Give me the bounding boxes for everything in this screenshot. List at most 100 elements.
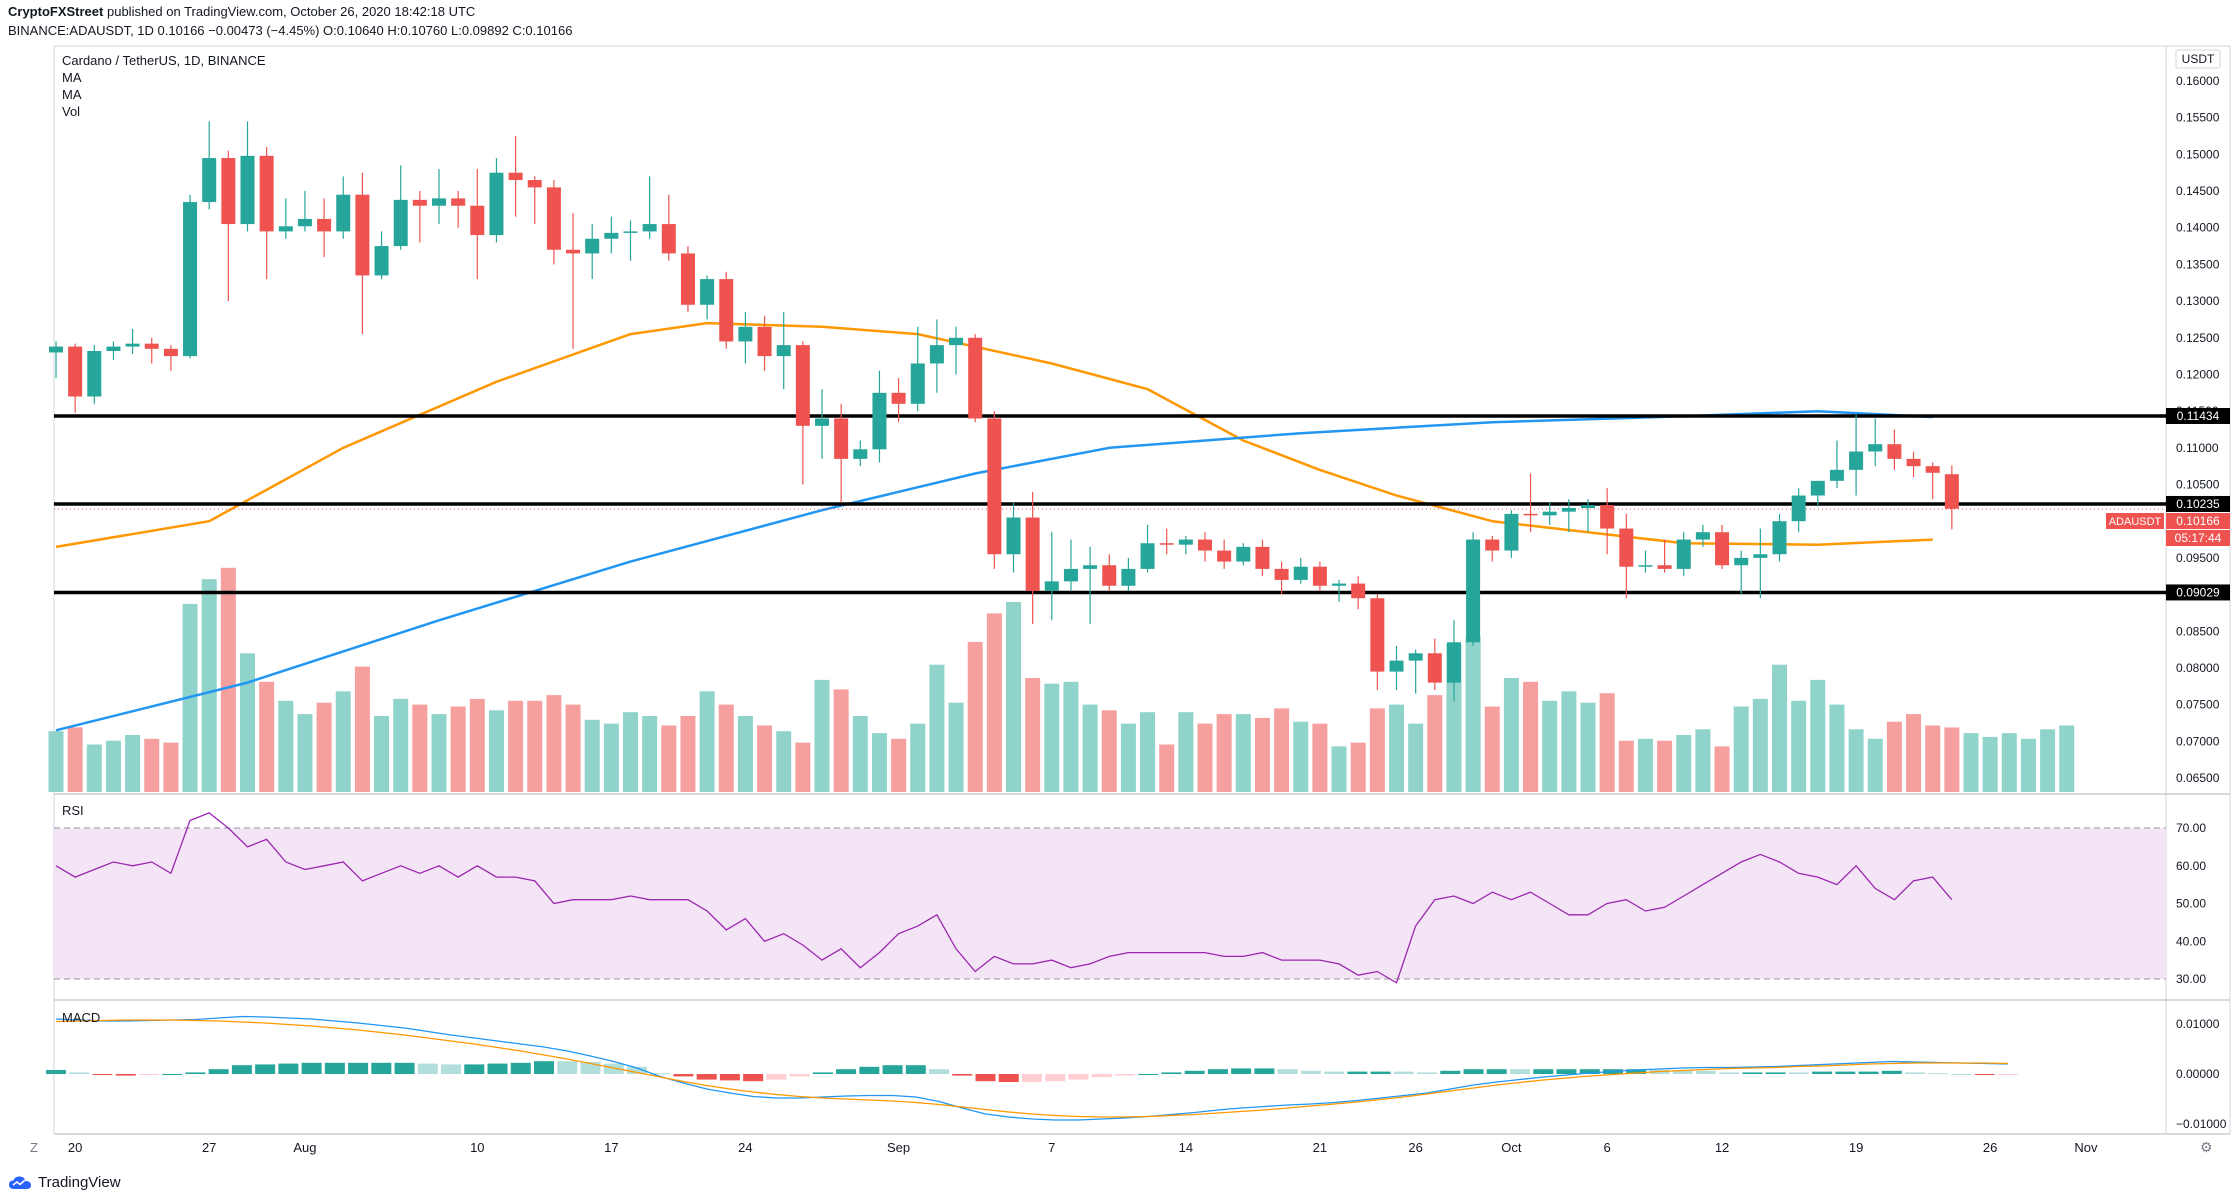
rsi-tick-label: 30.00 (2176, 972, 2206, 986)
macd-tick-label: −0.01000 (2176, 1117, 2227, 1131)
macd-tick-label: 0.01000 (2176, 1017, 2220, 1031)
volume-bar (1714, 746, 1730, 792)
candle-body (1255, 546, 1270, 569)
macd-histogram-bar (1440, 1070, 1461, 1074)
candle-body (1753, 554, 1768, 558)
macd-histogram-bar (557, 1061, 578, 1074)
volume-bar (431, 714, 447, 792)
currency-badge (2175, 49, 2221, 69)
horizontal-levels[interactable] (54, 414, 2166, 595)
candle-body (815, 418, 829, 426)
macd-histogram-bar (1022, 1074, 1042, 1082)
candle-body (1083, 565, 1098, 569)
time-tick-label: 24 (738, 1140, 752, 1155)
volume-legend: Vol (62, 104, 80, 119)
candle-body (125, 343, 140, 347)
time-tick-label: 10 (470, 1140, 484, 1155)
volume-bars (48, 567, 2075, 792)
candle-body (1389, 660, 1404, 672)
volume-bar (220, 567, 236, 792)
volume-bar (527, 700, 543, 792)
candles (49, 121, 1959, 701)
volume-bar (1886, 721, 1902, 792)
ma2-legend: MA (62, 87, 82, 102)
macd-histogram-bar (1881, 1070, 1902, 1074)
candle-body (183, 202, 198, 357)
level-badge (2166, 495, 2230, 512)
level-label: 0.11434 (2177, 409, 2220, 423)
macd-histogram-bar (324, 1062, 345, 1074)
time-tick-label: Oct (1501, 1140, 1522, 1155)
tradingview-logo[interactable]: TradingView (8, 1174, 121, 1191)
candle-body (1351, 583, 1366, 599)
volume-bar (393, 698, 409, 792)
volume-bar (1580, 702, 1596, 792)
macd-line (55, 1015, 2009, 1121)
candle-body (1715, 532, 1730, 566)
settings-icon[interactable]: ⚙ (2200, 1139, 2213, 1155)
candle-body (968, 337, 983, 419)
price-axis-ticks: 0.16000 0.15500 0.15000 0.14500 0.14000 0.135… (2176, 74, 2220, 785)
macd-tick-label: 0.00000 (2176, 1067, 2220, 1081)
volume-bar (1235, 714, 1251, 792)
candle-body (1849, 451, 1864, 470)
volume-bar (1063, 681, 1079, 792)
macd-histogram-bar (92, 1074, 113, 1075)
volume-bar (718, 704, 734, 792)
candle-body (451, 198, 466, 206)
volume-bar (1159, 744, 1175, 792)
price-tick-label: 0.15500 (2176, 111, 2220, 125)
candle-body (1274, 568, 1289, 580)
candle-body (1446, 642, 1461, 683)
macd-histogram-bar (1486, 1069, 1507, 1074)
timezone-icon[interactable]: Z (30, 1140, 38, 1155)
last-price-value: 0.10166 (2176, 514, 2220, 528)
volume-bar (374, 716, 390, 792)
macd-histogram-bar (1510, 1069, 1530, 1074)
macd-histogram-bar (69, 1072, 90, 1074)
macd-histogram-bar (603, 1063, 624, 1074)
volume-bar (469, 698, 485, 792)
price-tick-label: 0.15000 (2176, 147, 2220, 161)
macd-histogram-bar (1533, 1069, 1554, 1074)
time-tick-label: 19 (1849, 1140, 1863, 1155)
time-tick-label: 26 (1408, 1140, 1422, 1155)
volume-bar (1254, 717, 1270, 792)
volume-bar (2040, 729, 2056, 792)
main-pane-frame (53, 45, 2167, 795)
candle-body (317, 218, 332, 232)
candle-body (1944, 474, 1959, 509)
macd-histogram-bar (1765, 1072, 1786, 1074)
macd-histogram-bar (1998, 1074, 2018, 1075)
candle-body (106, 346, 121, 351)
candle-body (1523, 513, 1538, 516)
published-text: published on TradingView.com, October 26… (106, 4, 476, 19)
candle-body (987, 418, 1002, 555)
macd-histogram-bar (975, 1074, 996, 1082)
level-labels: 0.11434 0.10235 0.09029 (2166, 408, 2230, 601)
chart-canvas[interactable]: Cardano / TetherUS, 1D, BINANCE MA MA Vo… (0, 0, 2238, 1160)
price-tick-label: 0.13500 (2176, 257, 2220, 271)
macd-histogram-bar (998, 1074, 1019, 1082)
macd-histogram-bar (1812, 1071, 1833, 1074)
time-tick-label: 21 (1313, 1140, 1327, 1155)
macd-histogram-bar (1207, 1069, 1228, 1074)
macd-histogram-bar (1695, 1070, 1716, 1074)
macd-histogram-bar (1719, 1072, 1740, 1074)
volume-bar (967, 641, 983, 792)
volume-bar (1791, 700, 1807, 792)
volume-bar (1848, 729, 1864, 792)
macd-histogram-bar (1161, 1072, 1182, 1074)
publish-line: CryptoFXStreet published on TradingView.… (8, 4, 475, 19)
volume-bar (1637, 738, 1653, 792)
candle-body (1217, 550, 1232, 562)
macd-pane: 0.01000 0.00000 −0.01000 (46, 1015, 2227, 1131)
volume-bar (1484, 706, 1500, 792)
volume-bar (316, 702, 332, 792)
candle-body (1485, 539, 1500, 551)
publisher-name[interactable]: CryptoFXStreet (8, 4, 104, 19)
candle-body (355, 194, 370, 276)
macd-histogram-bar (1626, 1069, 1647, 1074)
candle-body (1561, 508, 1576, 512)
rsi-tick-label: 40.00 (2176, 934, 2206, 948)
